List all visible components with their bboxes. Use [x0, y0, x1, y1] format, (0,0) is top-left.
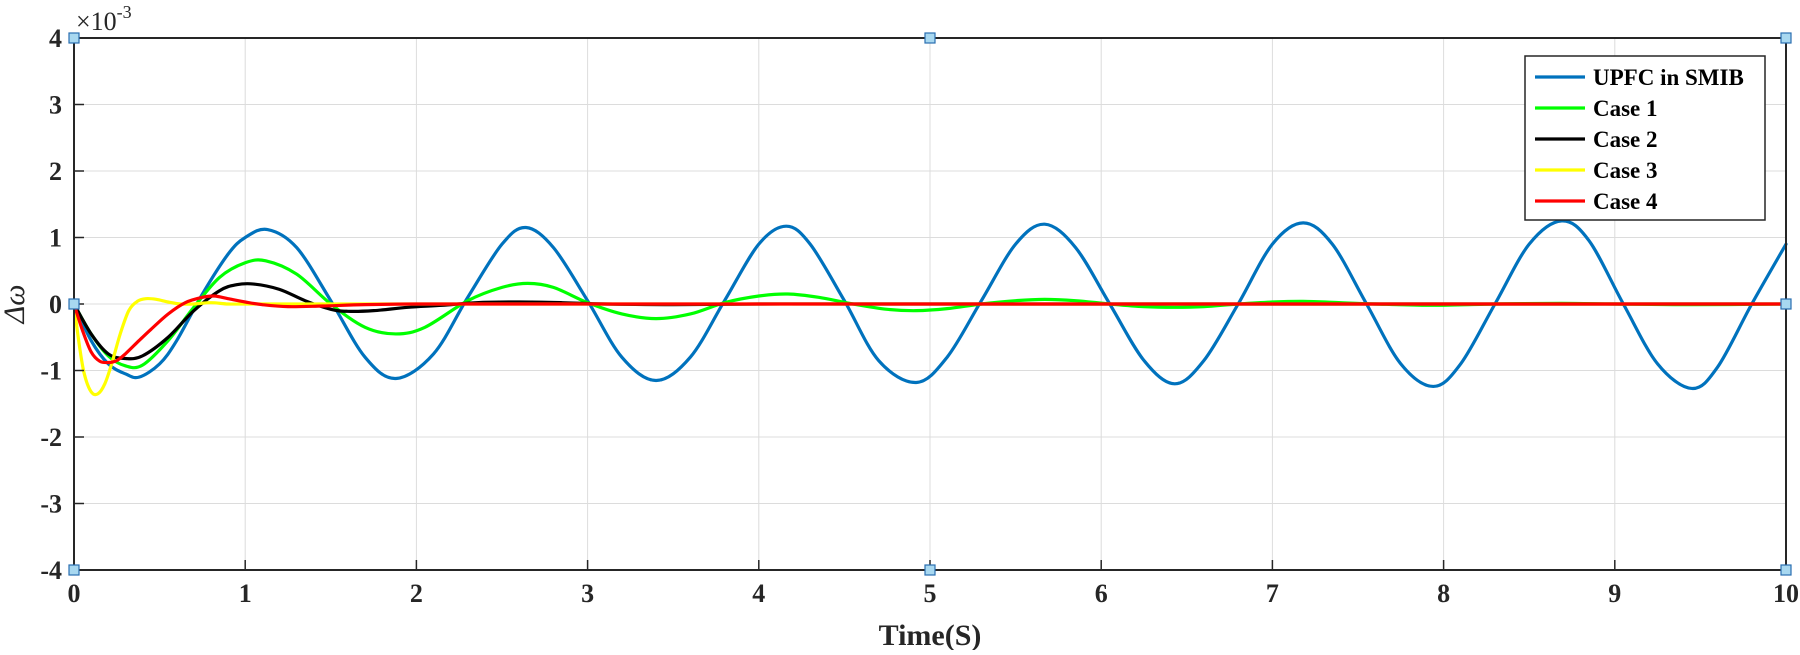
x-tick-label: 5	[924, 579, 937, 608]
y-scale-factor: ×10-3	[76, 2, 132, 36]
y-scale-label: ×10	[76, 7, 117, 36]
x-tick-label: 4	[752, 579, 765, 608]
selection-handle	[68, 298, 80, 310]
legend-label: UPFC in SMIB	[1593, 65, 1744, 90]
x-tick-label: 6	[1095, 579, 1108, 608]
x-tick-label: 10	[1773, 579, 1799, 608]
legend: UPFC in SMIB Case 1 Case 2 Case 3 Case 4	[1524, 55, 1766, 221]
selection-handle	[924, 564, 936, 576]
y-tick-label: -4	[40, 556, 62, 585]
selection-handle	[1780, 32, 1792, 44]
x-tick-label: 7	[1266, 579, 1279, 608]
x-tick-label: 3	[581, 579, 594, 608]
series-line-5	[72, 294, 1788, 365]
selection-handle	[68, 32, 80, 44]
series-line-2	[72, 258, 1788, 370]
selection-handle	[1780, 298, 1792, 310]
y-tick-label: 0	[49, 290, 62, 319]
y-tick-label: 2	[49, 157, 62, 186]
y-tick-label: -1	[40, 357, 62, 386]
x-tick-label: 8	[1437, 579, 1450, 608]
y-scale-exponent: -3	[117, 2, 132, 22]
legend-label: Case 2	[1593, 127, 1658, 152]
y-axis-label: Δω	[0, 285, 31, 325]
series-lines	[72, 219, 1788, 397]
selection-handle	[1780, 564, 1792, 576]
series-line-1	[72, 219, 1788, 391]
x-tick-label: 2	[410, 579, 423, 608]
y-tick-label: 4	[49, 24, 62, 53]
selection-handle	[68, 564, 80, 576]
selection-handle	[924, 32, 936, 44]
x-tick-label: 9	[1608, 579, 1621, 608]
y-tick-label: -2	[40, 423, 62, 452]
y-tick-label: 3	[49, 91, 62, 120]
legend-label: Case 3	[1593, 158, 1658, 183]
x-tick-label: 0	[68, 579, 81, 608]
y-tick-label: 1	[49, 224, 62, 253]
x-tick-label: 1	[239, 579, 252, 608]
selection-handles	[68, 32, 1792, 576]
y-tick-label: -3	[40, 490, 62, 519]
legend-label: Case 1	[1593, 96, 1658, 121]
legend-label: Case 4	[1593, 189, 1658, 214]
x-axis-label: Time(S)	[879, 619, 982, 650]
